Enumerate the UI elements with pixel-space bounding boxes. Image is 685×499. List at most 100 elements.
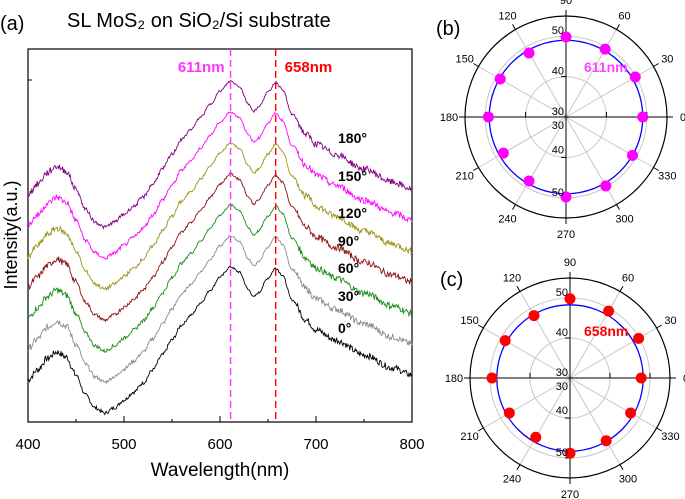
angle-label: 30 [661, 54, 673, 66]
peak-label: 611nm [178, 59, 225, 76]
angle-label: 180 [445, 373, 463, 385]
data-point-90 [564, 293, 576, 305]
series-label: 60° [338, 260, 359, 276]
angular-grid-line [565, 116, 654, 168]
data-point-60 [603, 305, 615, 317]
series-line-90deg [27, 171, 413, 323]
data-point-270 [560, 191, 572, 203]
angle-label: 180 [440, 112, 458, 124]
series-label: 30° [338, 288, 359, 304]
data-point-270 [564, 447, 576, 459]
radial-label: 30 [556, 367, 568, 379]
series-line-30deg [27, 234, 413, 385]
panel-label-a: (a) [0, 13, 24, 35]
angle-label: 60 [622, 273, 634, 285]
data-point-150 [494, 73, 506, 85]
radial-label: 40 [552, 66, 564, 78]
data-point-0 [635, 372, 647, 384]
angular-grid-line [483, 377, 571, 429]
angular-grid-line [478, 116, 567, 168]
radial-label: 50 [556, 447, 568, 459]
angle-tick [512, 204, 516, 210]
angle-label: 0 [680, 112, 685, 124]
data-point-90 [560, 31, 572, 43]
chart-title: SL MoS₂ on SiO₂/Si substrate [67, 10, 331, 32]
angular-grid-line [515, 29, 567, 118]
radial-label: 50 [556, 287, 568, 299]
angle-label: 90 [560, 0, 572, 7]
angular-grid-line [519, 377, 571, 465]
series-line-120deg [27, 142, 413, 292]
angle-label: 150 [460, 315, 478, 327]
angle-tick [619, 464, 624, 471]
angle-label: 30 [664, 315, 676, 327]
data-point-210 [497, 147, 509, 159]
angular-grid-line [569, 291, 621, 379]
angular-grid-line [565, 116, 617, 205]
radial-label: 50 [552, 187, 564, 199]
angle-label: 90 [564, 257, 576, 269]
data-point-300 [600, 435, 612, 447]
angle-tick [653, 63, 659, 67]
angle-label: 240 [503, 473, 521, 485]
angle-tick [616, 204, 620, 210]
angle-label: 120 [498, 11, 516, 23]
data-point-120 [523, 47, 535, 59]
data-point-150 [499, 335, 511, 347]
radial-label: 40 [552, 144, 564, 156]
data-point-180 [482, 111, 494, 123]
data-point-120 [528, 310, 540, 322]
data-point-330 [626, 149, 638, 161]
x-tick-label: 700 [303, 436, 328, 453]
wavelength-label: 658nm [584, 323, 628, 339]
angle-label: 240 [498, 213, 516, 225]
x-tick-label: 400 [15, 436, 40, 453]
angle-tick [656, 427, 663, 432]
data-point-240 [523, 175, 535, 187]
angle-label: 210 [460, 431, 478, 443]
data-point-330 [625, 407, 637, 419]
series-label: 180° [338, 130, 367, 146]
angle-label: 330 [661, 431, 679, 443]
data-point-300 [600, 180, 612, 192]
data-point-180 [486, 372, 498, 384]
angle-tick [512, 24, 516, 30]
angle-label: 0 [683, 373, 685, 385]
data-point-60 [599, 43, 611, 55]
angle-tick [473, 167, 479, 171]
data-point-30 [633, 332, 645, 344]
angle-tick [516, 285, 521, 292]
radial-label: 30 [552, 106, 564, 118]
x-tick-label: 800 [399, 436, 424, 453]
angle-label: 270 [561, 489, 579, 499]
angle-label: 330 [658, 171, 676, 183]
radial-label: 30 [552, 120, 564, 132]
panel-label-c: (c) [440, 269, 463, 291]
x-axis-label: Wavelength(nm) [151, 460, 290, 481]
angle-tick [653, 167, 659, 171]
angular-grid-line [515, 116, 567, 205]
panel-label-b: (b) [436, 18, 460, 40]
angle-label: 210 [455, 171, 473, 183]
radial-label: 30 [556, 381, 568, 393]
angular-grid-line [565, 29, 617, 118]
angle-tick [616, 24, 620, 30]
data-point-0 [637, 111, 649, 123]
angle-tick [477, 427, 484, 432]
peak-label: 658nm [285, 59, 333, 76]
angle-label: 60 [618, 11, 630, 23]
y-axis-label: Intensity(a.u.) [1, 180, 21, 289]
series-label: 150° [338, 168, 367, 184]
angular-grid-line [478, 66, 567, 118]
angle-tick [656, 324, 663, 329]
x-tick-label: 500 [111, 436, 136, 453]
angular-grid-line [519, 291, 571, 379]
angle-tick [516, 464, 521, 471]
angle-label: 270 [557, 229, 575, 241]
radial-label: 50 [552, 25, 564, 37]
angular-grid-line [483, 327, 571, 379]
data-point-30 [629, 71, 641, 83]
angle-tick [477, 324, 484, 329]
angle-label: 300 [615, 213, 633, 225]
